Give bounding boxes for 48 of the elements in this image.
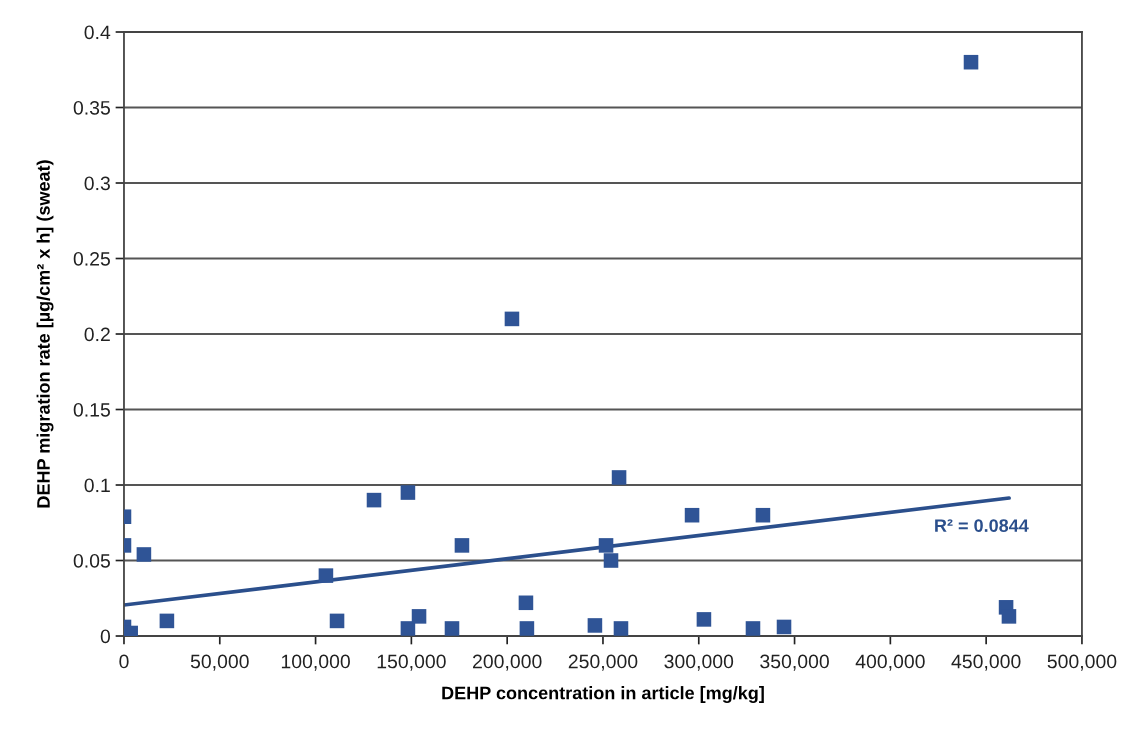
point [400, 485, 416, 500]
point [504, 311, 520, 327]
point [519, 621, 535, 636]
y-tick-label: 0.3 [84, 176, 110, 191]
point [696, 612, 712, 627]
point [411, 609, 427, 624]
y-tick-label: 0.4 [84, 25, 111, 40]
point [684, 507, 700, 523]
point [613, 621, 629, 636]
x-tick-label: 50,000 [190, 654, 249, 671]
y-tick-label: 0.1 [84, 478, 110, 493]
y-tick-label: 0.2 [84, 327, 110, 342]
x-tick-label: 0 [119, 654, 129, 669]
point [444, 621, 460, 636]
x-tick-label: 450,000 [951, 654, 1021, 671]
x-tick-label: 400,000 [855, 654, 925, 671]
y-tick-label: 0 [100, 629, 111, 644]
x-tick-label: 350,000 [760, 654, 829, 671]
x-tick-label: 150,000 [377, 654, 446, 671]
x-tick-label: 100,000 [281, 654, 350, 671]
y-tick-label: 0.15 [73, 402, 110, 417]
point [400, 621, 416, 636]
point [745, 621, 761, 636]
x-tick-label: 200,000 [473, 654, 542, 671]
point [454, 538, 470, 553]
point [963, 54, 979, 70]
point [329, 613, 345, 629]
point [1001, 609, 1017, 624]
y-tick-label: 0.05 [73, 553, 110, 568]
point [159, 613, 175, 629]
x-tick-label: 250,000 [568, 654, 638, 671]
point [598, 538, 614, 553]
point [603, 553, 619, 568]
point [136, 547, 152, 562]
x-tick-label: 500,000 [1047, 654, 1117, 671]
point [518, 595, 534, 611]
point [318, 568, 334, 583]
y-axis-title: DEHP migration rate [µg/cm² x h] (sweat) [36, 160, 54, 508]
point [755, 507, 771, 523]
y-tick-label: 0.25 [73, 251, 110, 266]
x-tick-label: 300,000 [664, 654, 734, 671]
point [611, 470, 627, 485]
x-axis-title: DEHP concentration in article [mg/kg] [442, 686, 764, 703]
y-tick-label: 0.35 [73, 100, 110, 115]
point [776, 619, 792, 635]
point [587, 618, 603, 633]
point [366, 492, 382, 508]
annotation: R² = 0.0844 [935, 519, 1029, 533]
